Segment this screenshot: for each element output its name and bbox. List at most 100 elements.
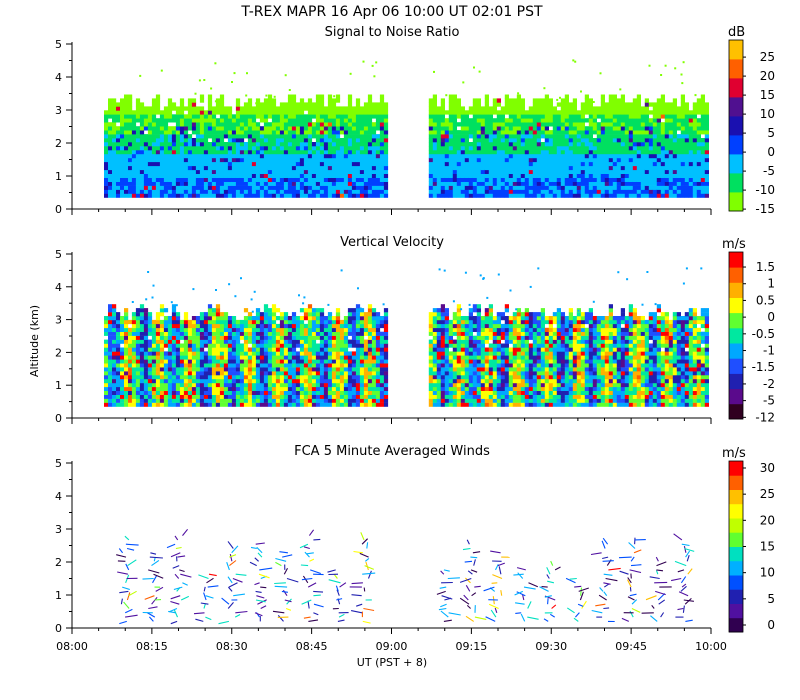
velocity-cell bbox=[179, 394, 185, 399]
velocity-cell bbox=[275, 375, 281, 380]
velocity-cell bbox=[199, 371, 205, 376]
snr-cell bbox=[124, 130, 129, 135]
snr-cell bbox=[524, 130, 529, 135]
velocity-cell bbox=[311, 363, 317, 368]
snr-cell bbox=[347, 146, 353, 151]
snr-cell bbox=[187, 149, 193, 155]
snr-cell bbox=[444, 181, 449, 186]
snr-cell bbox=[231, 122, 237, 127]
snr-cell bbox=[120, 165, 125, 171]
snr-cell bbox=[323, 138, 329, 143]
velocity-cell bbox=[327, 371, 333, 376]
snr-cell bbox=[139, 122, 145, 127]
velocity-cell bbox=[112, 308, 117, 313]
snr-cell bbox=[343, 142, 349, 147]
snr-cell bbox=[552, 169, 557, 174]
velocity-cell bbox=[347, 359, 353, 364]
snr-cell bbox=[484, 122, 489, 127]
snr-cell bbox=[504, 153, 509, 159]
snr-cell bbox=[108, 146, 113, 151]
snr-cell bbox=[644, 146, 649, 151]
velocity-cell bbox=[335, 343, 341, 348]
snr-cell bbox=[696, 185, 701, 190]
snr-cell bbox=[323, 177, 329, 182]
snr-cell bbox=[488, 126, 493, 131]
snr-cell bbox=[108, 149, 113, 155]
snr-cell bbox=[600, 153, 605, 159]
snr-cell bbox=[692, 185, 697, 190]
snr-cell bbox=[536, 130, 541, 135]
snr-cell bbox=[500, 165, 505, 171]
velocity-cell bbox=[299, 308, 305, 313]
velocity-cell bbox=[255, 394, 261, 399]
snr-cell bbox=[648, 169, 653, 174]
velocity-cell bbox=[139, 382, 145, 388]
snr-cell bbox=[191, 102, 197, 107]
snr-cell bbox=[175, 177, 181, 182]
snr-cell bbox=[108, 169, 113, 174]
velocity-cell bbox=[171, 327, 177, 332]
velocity-cell bbox=[163, 371, 169, 376]
velocity-cell bbox=[163, 355, 169, 360]
snr-cell bbox=[351, 189, 357, 194]
snr-cell bbox=[552, 126, 557, 131]
snr-cell bbox=[520, 106, 525, 111]
snr-cell bbox=[632, 173, 637, 178]
snr-cell bbox=[235, 114, 241, 119]
velocity-cell bbox=[147, 394, 153, 399]
snr-cell bbox=[139, 114, 145, 119]
velocity-cell bbox=[223, 355, 229, 360]
velocity-cell bbox=[251, 398, 257, 403]
velocity-cell bbox=[211, 371, 217, 376]
snr-cell bbox=[436, 165, 441, 171]
snr-cell bbox=[648, 189, 653, 194]
velocity-cell bbox=[215, 351, 221, 356]
velocity-cell bbox=[183, 327, 189, 332]
snr-cell bbox=[167, 142, 173, 147]
velocity-cell bbox=[195, 382, 201, 388]
snr-cell bbox=[315, 181, 321, 186]
snr-cell bbox=[556, 177, 561, 182]
snr-cell bbox=[243, 118, 249, 123]
velocity-cell bbox=[303, 355, 309, 360]
snr-cell bbox=[512, 134, 517, 139]
velocity-cell bbox=[155, 359, 161, 364]
velocity-cell bbox=[255, 375, 261, 380]
velocity-cell bbox=[167, 355, 173, 360]
snr-cell bbox=[620, 177, 625, 182]
snr-cell bbox=[472, 181, 477, 186]
snr-cell bbox=[347, 185, 353, 190]
snr-cell bbox=[448, 126, 453, 131]
velocity-cell bbox=[191, 316, 197, 321]
snr-cell bbox=[311, 185, 317, 190]
snr-cell bbox=[596, 106, 601, 111]
snr-cell bbox=[636, 130, 641, 135]
snr-cell bbox=[211, 157, 217, 163]
snr-cell bbox=[355, 177, 361, 182]
snr-sparse-echo bbox=[473, 66, 475, 69]
snr-cell bbox=[343, 106, 349, 111]
velocity-cell bbox=[227, 398, 233, 403]
velocity-cell bbox=[112, 382, 117, 388]
snr-cell bbox=[271, 122, 277, 127]
snr-cell bbox=[624, 185, 629, 190]
velocity-cell bbox=[343, 359, 349, 364]
snr-cell bbox=[379, 153, 385, 159]
snr-cell bbox=[223, 126, 229, 131]
snr-cell bbox=[251, 110, 257, 115]
snr-cell bbox=[660, 122, 665, 127]
snr-cell bbox=[239, 149, 245, 155]
snr-cell bbox=[207, 126, 213, 131]
velocity-cell bbox=[271, 323, 277, 329]
snr-cell bbox=[139, 173, 145, 178]
snr-cell bbox=[219, 118, 225, 123]
snr-cell bbox=[159, 157, 165, 163]
snr-cell bbox=[464, 181, 469, 186]
velocity-cell bbox=[255, 316, 261, 321]
velocity-cell bbox=[311, 327, 317, 332]
velocity-cell bbox=[347, 363, 353, 368]
velocity-cell bbox=[139, 339, 145, 344]
velocity-cell bbox=[235, 386, 241, 391]
snr-cell bbox=[159, 149, 165, 155]
snr-cell bbox=[432, 169, 437, 174]
